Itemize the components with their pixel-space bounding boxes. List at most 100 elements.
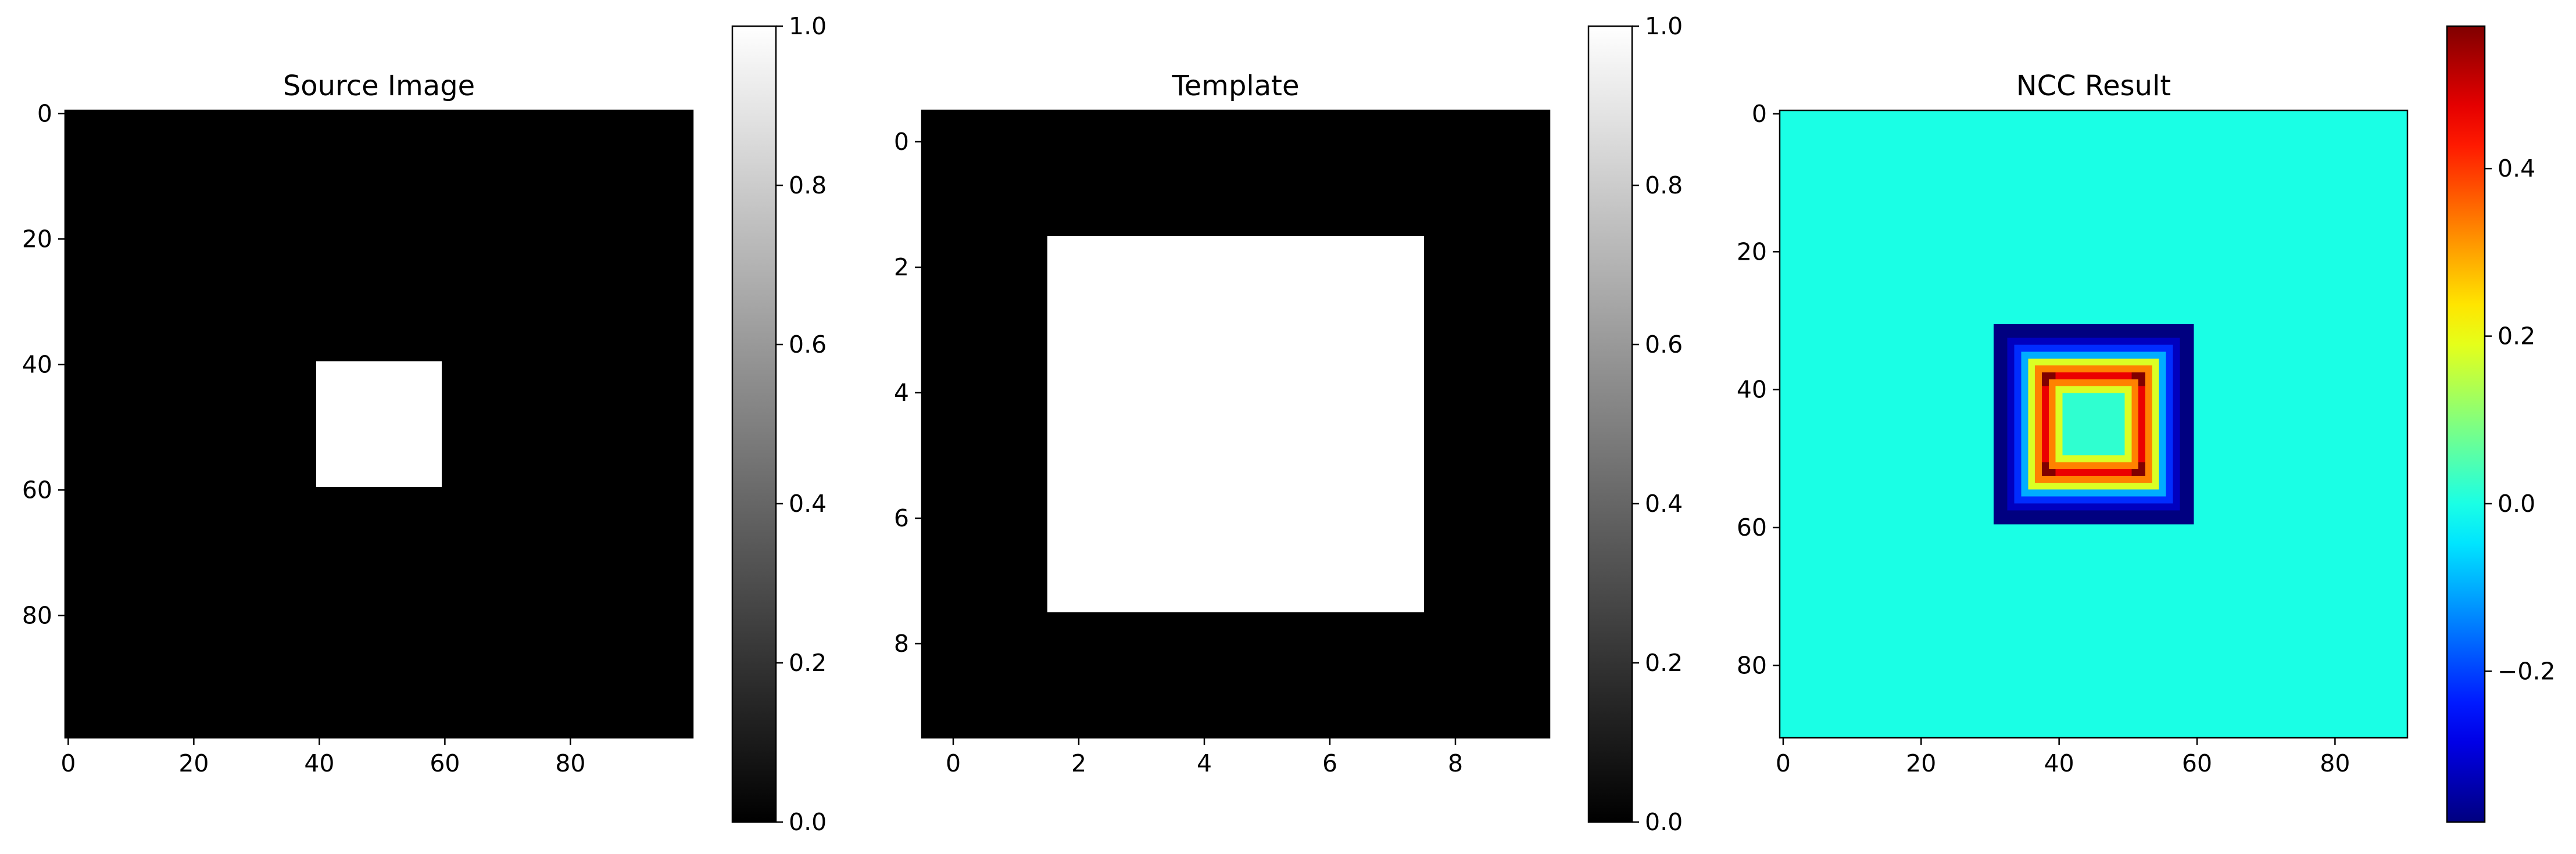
colorbar-tick-label: 0.6 [1645,331,1683,358]
ncc-cell [2014,462,2022,469]
ncc-cell [2062,496,2070,504]
colorbar-tick-label: 0.2 [789,649,827,677]
ncc-cell [1993,372,2001,380]
ncc-cell [2103,345,2112,352]
y-tick-label: 60 [1737,514,1767,541]
ncc-cell [2173,365,2180,373]
ncc-cell [2021,462,2028,469]
ncc-cell [2096,324,2105,332]
ncc-cell [2083,448,2091,456]
ncc-cell [2173,448,2180,456]
ncc-cell [2048,331,2056,339]
x-tick-label: 80 [2320,749,2350,777]
ncc-cell [2035,407,2042,414]
colorbar-frame [1587,25,1633,823]
ncc-cell [2069,331,2077,339]
ncc-cell [2076,379,2084,387]
ncc-cell [2138,414,2146,421]
ncc-cell [2041,482,2049,490]
ncc-cell [2152,489,2160,497]
ncc-cell [2062,365,2070,373]
ncc-cell [2048,427,2056,435]
ncc-cell [2145,489,2153,497]
ncc-cell [2028,427,2035,435]
ncc-cell [2152,393,2160,401]
colorbar-tick-label: 0.8 [1645,171,1683,199]
ncc-cell [2083,476,2091,483]
ncc-cell [2138,482,2146,490]
ncc-cell [2028,455,2035,462]
ncc-cell [2000,414,2008,421]
ncc-cell [2117,414,2126,421]
ncc-cell [2187,393,2194,401]
ncc-cell [2062,462,2070,469]
x-tick-label: 4 [1197,749,1212,777]
ncc-cell [2062,338,2070,346]
ncc-cell [2159,338,2167,346]
ncc-cell [2090,462,2098,469]
ncc-cell [2055,427,2063,435]
ncc-cell [2159,476,2167,483]
ncc-cell [2131,379,2139,387]
ncc-cell [2083,517,2091,525]
ncc-cell [2055,503,2063,511]
axes-frame [64,109,694,739]
colorbar-tick-label: 0.2 [2498,322,2535,350]
ncc-cell [2041,407,2049,414]
ncc-cell [2131,427,2139,435]
ncc-cell [2138,434,2146,442]
ncc-cell [2138,407,2146,414]
ncc-cell [2000,358,2008,366]
chart-title: NCC Result [2016,70,2171,102]
ncc-cell [2138,441,2146,449]
ncc-cell [2000,462,2008,469]
ncc-cell [2028,441,2035,449]
ncc-cell [2187,462,2194,469]
ncc-cell [2187,496,2194,504]
ncc-cell [2124,331,2132,339]
ncc-cell [2180,455,2187,462]
ncc-cell [2048,503,2056,511]
ncc-cell [2138,421,2146,428]
ncc-cell [2083,469,2091,476]
ncc-cell [2103,351,2112,359]
ncc-cell [2152,448,2160,456]
ncc-cell [2041,351,2049,359]
ncc-cell [2131,338,2139,346]
ncc-cell [2007,496,2015,504]
ncc-cell [2035,517,2042,525]
ncc-cell [2173,393,2180,401]
ncc-cell [2145,421,2153,428]
ncc-cell [2035,365,2042,373]
ncc-cell [2096,489,2105,497]
ncc-cell [2173,407,2180,414]
ncc-cell [2035,331,2042,339]
ncc-cell [2166,331,2174,339]
ncc-cell [2041,448,2049,456]
ncc-cell [2062,400,2070,407]
ncc-cell [2152,441,2160,449]
ncc-cell [2131,469,2139,476]
ncc-cell [2035,455,2042,462]
ncc-cell [2062,455,2070,462]
ncc-cell [2187,386,2194,394]
ncc-cell [1993,331,2001,339]
ncc-cell [2007,351,2015,359]
ncc-cell [2076,324,2084,332]
ncc-cell [2152,510,2160,518]
ncc-cell [2021,455,2028,462]
ncc-cell [2083,503,2091,511]
ncc-cell [2173,482,2180,490]
colorbar-tick-label: 0.0 [1645,808,1683,836]
ncc-cell [1993,489,2001,497]
ncc-cell [2166,338,2174,346]
ncc-cell [1993,407,2001,414]
ncc-cell [2187,448,2194,456]
ncc-cell [2117,496,2126,504]
ncc-cell [2021,324,2028,332]
ncc-cell [2187,421,2194,428]
ncc-cell [2090,379,2098,387]
ncc-cell [2048,393,2056,401]
ncc-cell [2159,496,2167,504]
ncc-cell [2048,489,2056,497]
